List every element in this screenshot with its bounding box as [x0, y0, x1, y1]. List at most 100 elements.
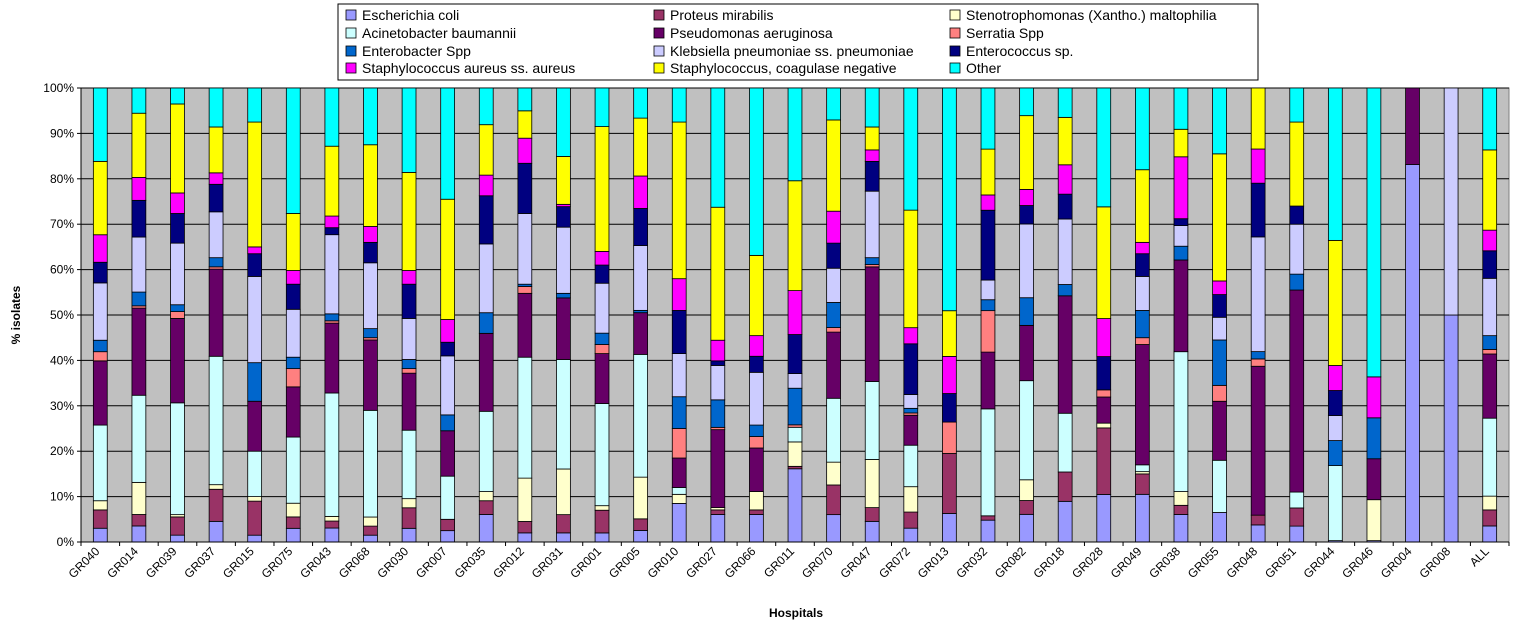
legend-swatch: [345, 9, 357, 21]
bar-segment: [478, 410, 494, 492]
bar-segment: [170, 87, 185, 105]
bar-segment: [787, 373, 803, 389]
bar-segment: [247, 276, 263, 364]
bar-segment: [864, 126, 880, 151]
bar-segment: [749, 87, 764, 256]
bar-segment: [556, 468, 571, 516]
bar-segment: [903, 327, 919, 345]
bar-segment: [1057, 284, 1073, 297]
bar-segment: [131, 112, 147, 178]
bar-segment: [247, 246, 263, 255]
x-tick-label: GR010: [645, 544, 682, 581]
bar-segment: [556, 156, 571, 205]
bar-segment: [594, 126, 610, 252]
y-tick-label: 60%: [50, 263, 74, 277]
bar-segment: [749, 491, 764, 511]
y-tick-label: 50%: [50, 308, 74, 322]
bar-segment: [594, 505, 610, 511]
bar-segment: [1366, 458, 1382, 501]
x-tick-label: ALL: [1467, 544, 1492, 569]
bar-segment: [1289, 507, 1305, 527]
bar-segment: [594, 509, 610, 534]
bar-segment: [92, 234, 108, 263]
x-tick-label: GR032: [953, 544, 990, 581]
bar-segment: [710, 365, 726, 401]
bar-segment: [324, 313, 340, 322]
bar-segment: [247, 450, 263, 498]
x-tick-label: GR048: [1223, 544, 1260, 581]
bar-segment: [903, 407, 919, 414]
bar-segment: [1327, 415, 1343, 441]
bar-stack: [864, 87, 880, 543]
bar-segment: [92, 261, 108, 284]
bar-segment: [1289, 525, 1305, 543]
bar-segment: [710, 399, 726, 428]
bar-stack: [324, 87, 340, 543]
bar-segment: [1212, 316, 1227, 341]
bar-stack: [247, 87, 263, 543]
bar-segment: [1250, 514, 1266, 526]
bar-segment: [1250, 182, 1266, 238]
x-tick-label: GR018: [1030, 544, 1067, 581]
bar-segment: [671, 428, 687, 459]
legend-label: Other: [966, 60, 1001, 76]
bar-segment: [710, 360, 726, 366]
bar-segment: [401, 368, 417, 374]
bar-segment: [517, 356, 533, 479]
bar-stack: [1443, 87, 1459, 543]
x-tick-label: GR082: [992, 544, 1029, 581]
bar-segment: [633, 312, 648, 355]
bar-segment: [1019, 205, 1034, 225]
bar-segment: [440, 530, 455, 543]
bar-segment: [749, 254, 764, 337]
legend-swatch: [653, 45, 665, 57]
bar-segment: [1057, 116, 1073, 166]
bar-segment: [170, 304, 185, 312]
bar-stack: [1019, 87, 1034, 543]
legend-box: [337, 3, 1259, 81]
bar-stack: [826, 87, 841, 543]
bar-segment: [324, 515, 340, 522]
bar-segment: [1135, 464, 1150, 473]
bar-stack: [749, 87, 764, 543]
bar-stack: [1057, 87, 1073, 543]
legend-label: Proteus mirabilis: [670, 7, 773, 23]
bar-stack: [1289, 87, 1305, 543]
x-tick-label: GR005: [606, 544, 643, 581]
bar-segment: [1289, 121, 1305, 207]
bar-segment: [285, 502, 301, 518]
bar-stack: [1366, 87, 1382, 543]
bar-segment: [826, 119, 841, 212]
legend: Escherichia coli Proteus mirabilis Stenotr…: [337, 3, 1259, 81]
legend-swatch: [345, 45, 357, 57]
x-tick-label: GR011: [761, 544, 797, 580]
bar-segment: [478, 174, 494, 197]
x-tick-label: GR051: [1262, 544, 1299, 581]
bar-stack: [903, 87, 919, 543]
bar-segment: [170, 318, 185, 404]
bar-segment: [1019, 189, 1034, 206]
legend-swatch: [653, 62, 665, 74]
bar-stack: [671, 87, 687, 543]
bar-segment: [478, 491, 494, 502]
bar-segment: [208, 172, 224, 185]
bar-segment: [787, 387, 803, 426]
bar-segment: [92, 339, 108, 353]
bar-segment: [556, 87, 571, 157]
bar-segment: [440, 355, 455, 416]
bar-segment: [401, 318, 417, 360]
bar-segment: [478, 87, 494, 126]
bar-segment: [324, 392, 340, 517]
bar-segment: [285, 368, 301, 388]
bar-segment: [517, 110, 533, 139]
bar-segment: [1443, 314, 1459, 543]
bar-segment: [170, 311, 185, 319]
bar-segment: [1482, 335, 1498, 350]
bar-segment: [92, 160, 108, 236]
bar-segment: [1250, 524, 1266, 543]
bar-segment: [440, 430, 455, 477]
y-tick-label: 70%: [50, 217, 74, 231]
x-tick-label: GR070: [799, 544, 836, 581]
bar-segment: [247, 534, 263, 543]
bar-stack: [285, 87, 301, 543]
